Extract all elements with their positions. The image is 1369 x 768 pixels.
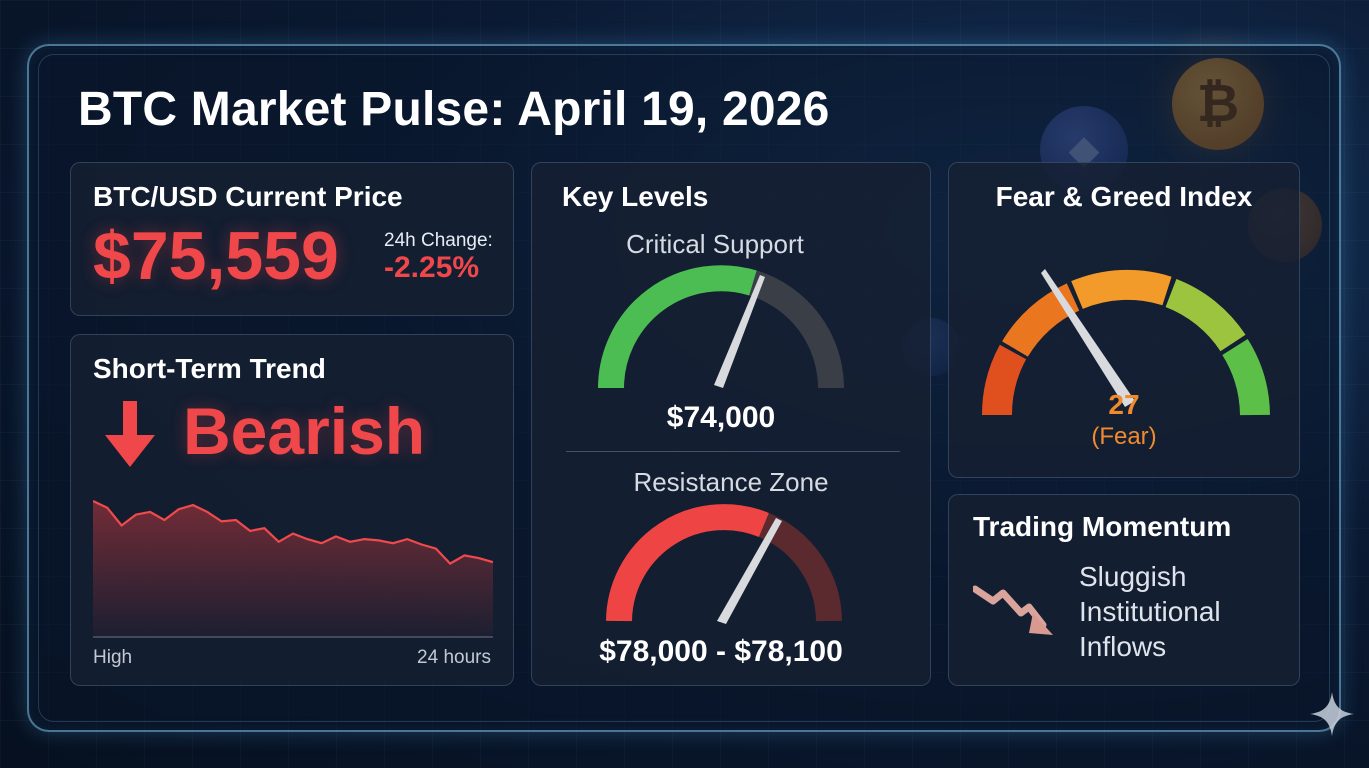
key-levels-title: Key Levels xyxy=(562,181,709,212)
resistance-needle xyxy=(717,518,782,624)
support-gauge xyxy=(598,265,844,389)
dashboard-inner-frame xyxy=(38,54,1330,722)
price-card-title: BTC/USD Current Price xyxy=(93,181,403,212)
momentum-line: Institutional xyxy=(1079,596,1221,627)
key-levels-card: Key Levels Critical Support $74,000 Resi… xyxy=(531,162,931,686)
resistance-gauge xyxy=(606,504,842,624)
gauge-segment-extreme-greed xyxy=(1222,339,1270,416)
axis-label-24h: 24 hours xyxy=(417,647,491,668)
resistance-value: $78,000 - $78,100 xyxy=(599,635,843,668)
support-needle xyxy=(714,275,765,388)
axis-label-high: High xyxy=(93,647,133,668)
fear-greed-card: Fear & Greed Index 27 (Fear) xyxy=(948,162,1300,478)
sparkle-icon xyxy=(1310,692,1354,736)
trend-down-arrow-icon xyxy=(973,585,1053,635)
support-arc-empty xyxy=(748,270,844,389)
trend-card-title: Short-Term Trend xyxy=(93,353,326,384)
momentum-title: Trading Momentum xyxy=(973,511,1232,542)
momentum-text: Sluggish Institutional Inflows xyxy=(1079,559,1289,664)
current-price: $75,559 xyxy=(93,218,339,294)
resistance-arc-empty xyxy=(758,512,842,622)
down-arrow-icon xyxy=(105,401,155,467)
resistance-label: Resistance Zone xyxy=(633,467,829,497)
trend-area xyxy=(93,501,493,637)
trading-momentum-card: Trading Momentum Sluggish Institutional … xyxy=(948,494,1300,686)
levels-divider xyxy=(566,451,900,452)
gauge-segment-fear xyxy=(1002,283,1080,358)
resistance-arc-filled xyxy=(606,504,769,622)
change-value: -2.25% xyxy=(384,251,480,284)
gauge-segment-greed xyxy=(1165,279,1246,352)
price-card: BTC/USD Current Price $75,559 24h Change… xyxy=(70,162,514,316)
fear-greed-needle xyxy=(1041,269,1135,407)
fear-greed-gauge xyxy=(981,269,1270,416)
trend-card: Short-Term Trend Bearish High 24 hours xyxy=(70,334,514,686)
price-trend-chart xyxy=(93,500,493,638)
trend-label: Bearish xyxy=(183,394,426,468)
page-title: BTC Market Pulse: April 19, 2026 xyxy=(78,83,830,136)
fear-greed-title: Fear & Greed Index xyxy=(995,181,1253,212)
change-label: 24h Change: xyxy=(384,230,493,251)
support-arc-filled xyxy=(598,265,757,389)
trend-line xyxy=(93,500,493,565)
momentum-line: Inflows xyxy=(1079,631,1167,662)
momentum-line: Sluggish xyxy=(1079,561,1187,592)
fear-greed-value: 27 xyxy=(1108,389,1140,420)
gauge-segment-extreme-fear xyxy=(981,344,1027,416)
fear-greed-label: (Fear) xyxy=(1091,423,1157,450)
support-value: $74,000 xyxy=(666,401,776,434)
gauge-segment-neutral xyxy=(1071,269,1172,309)
support-label: Critical Support xyxy=(626,229,804,259)
